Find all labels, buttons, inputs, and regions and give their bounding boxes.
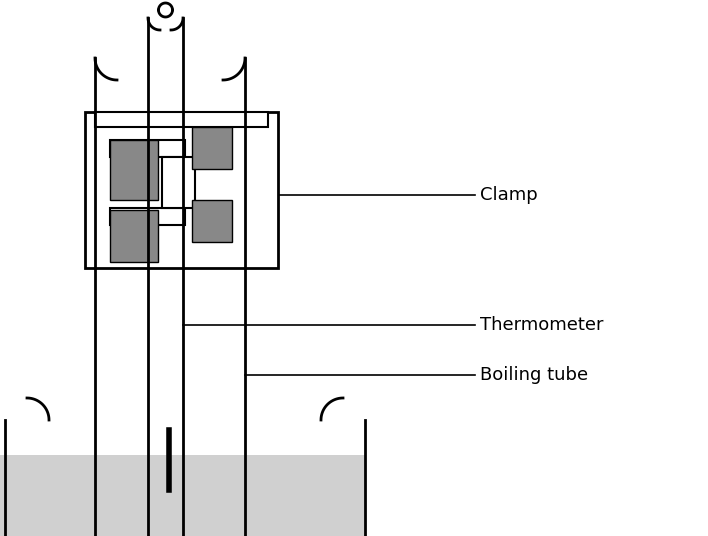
Bar (110, 208, 185, 225)
Bar (110, 140, 185, 157)
Bar (85, 112, 278, 268)
Text: Thermometer: Thermometer (480, 316, 603, 334)
Bar (95, 112, 268, 127)
Bar (162, 157, 195, 208)
Text: Boiling tube: Boiling tube (480, 366, 588, 384)
Bar (110, 140, 158, 200)
Bar (0, 455, 365, 536)
Bar (110, 210, 158, 262)
Bar (192, 127, 232, 169)
Bar (192, 200, 232, 242)
Text: Clamp: Clamp (480, 186, 538, 204)
